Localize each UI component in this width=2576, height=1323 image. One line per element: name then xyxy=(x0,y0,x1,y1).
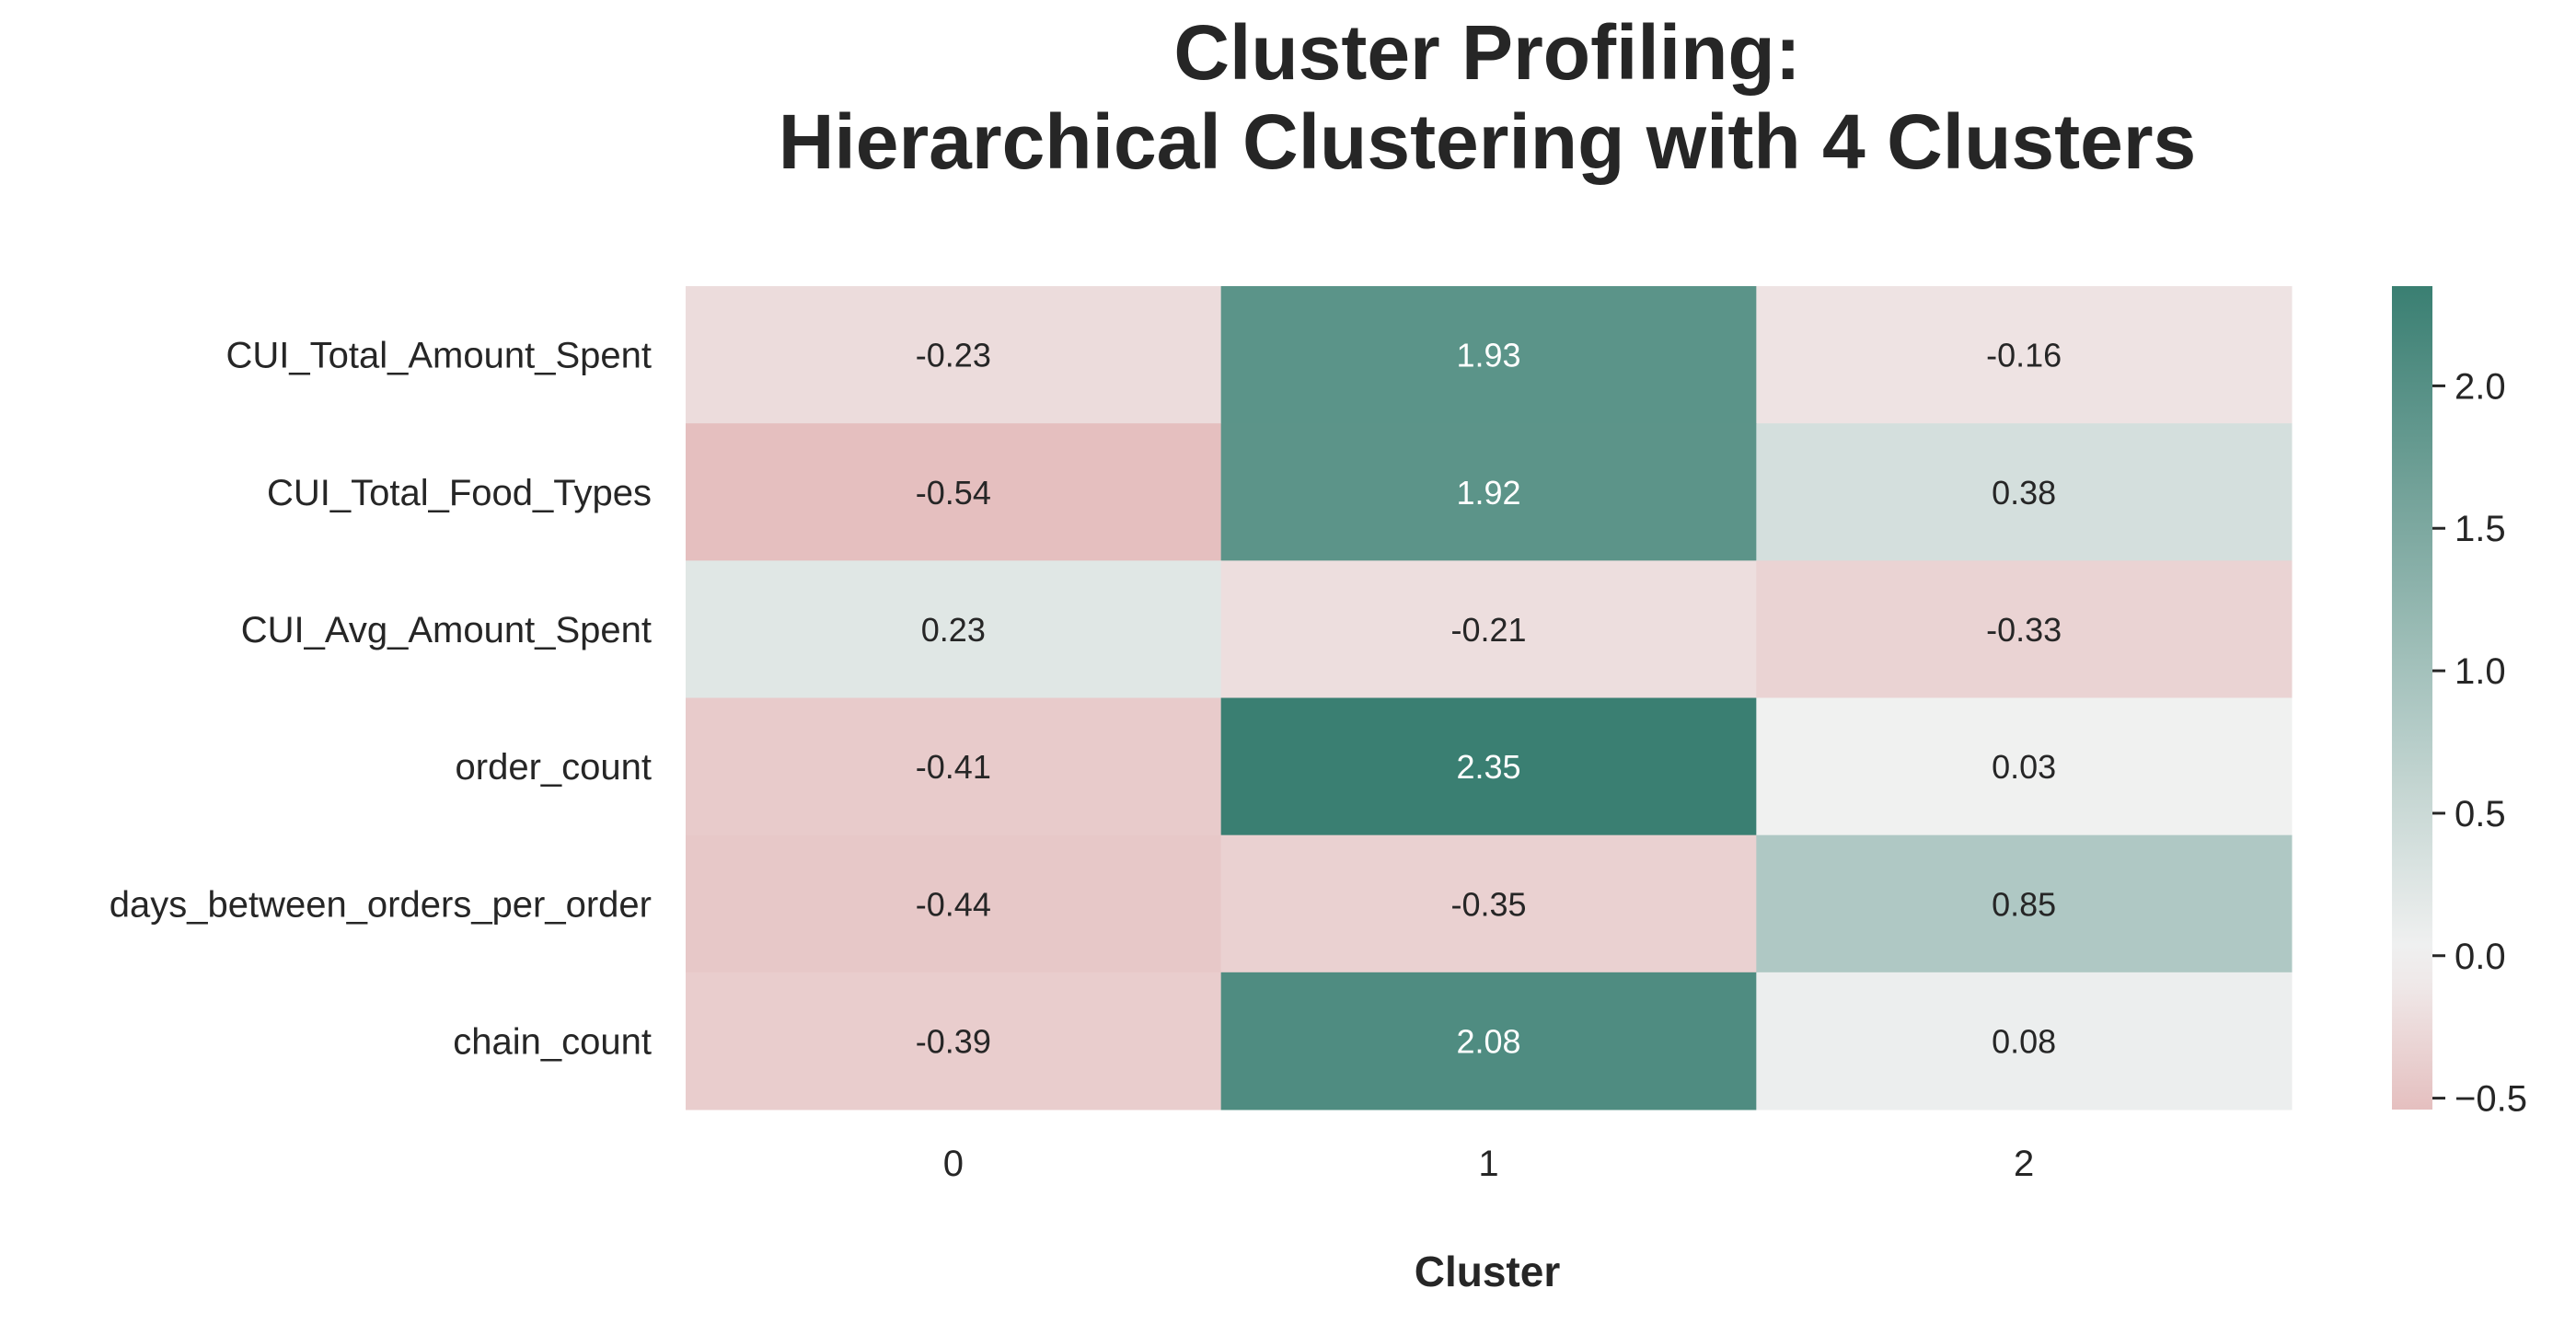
cell-value-label: -0.39 xyxy=(916,1022,991,1060)
cell-value-label: 2.35 xyxy=(1456,748,1520,786)
colorbar-tick-label: 2.0 xyxy=(2455,366,2506,407)
heatmap-cell xyxy=(1220,834,1757,973)
cell-value-label: -0.21 xyxy=(1450,611,1526,649)
cell-value-label: 1.93 xyxy=(1456,337,1520,374)
heatmap-cell xyxy=(1220,560,1757,698)
colorbar-tick-label: 0.5 xyxy=(2455,794,2506,834)
colorbar-tick-label: 0.0 xyxy=(2455,937,2506,977)
heatmap-cell xyxy=(1220,286,1757,424)
cell-value-label: 2.08 xyxy=(1456,1022,1520,1060)
chart-title-line: Hierarchical Clustering with 4 Clusters xyxy=(779,98,2196,185)
column-label: 2 xyxy=(2014,1144,2034,1184)
colorbar-tick-label: −0.5 xyxy=(2455,1079,2527,1120)
colorbar: −0.5 0.0 0.5 1.0 1.5 2.0 xyxy=(2392,286,2527,1120)
heatmap-cell xyxy=(686,697,1222,836)
chart-title-line: Cluster Profiling: xyxy=(1173,9,1800,96)
cell-value-label: 0.08 xyxy=(1992,1022,2056,1060)
heatmap-cell xyxy=(686,834,1222,973)
row-label: CUI_Total_Food_Types xyxy=(267,473,652,513)
heatmap-cell xyxy=(1756,972,2293,1110)
cell-value-label: 0.03 xyxy=(1992,748,2056,786)
row-label: order_count xyxy=(456,747,652,788)
column-label: 0 xyxy=(943,1144,964,1184)
cell-value-label: -0.16 xyxy=(1986,337,2062,374)
cell-value-label: -0.35 xyxy=(1450,885,1526,923)
heatmap-cell xyxy=(686,423,1222,561)
cell-value-label: -0.44 xyxy=(916,885,991,923)
colorbar-gradient xyxy=(2392,286,2432,1110)
cell-value-label: -0.33 xyxy=(1986,611,2062,649)
cell-value-label: 0.38 xyxy=(1992,474,2056,512)
row-labels: CUI_Total_Amount_Spent CUI_Total_Food_Typ… xyxy=(110,336,652,1063)
cell-value-label: -0.23 xyxy=(916,337,991,374)
row-label: CUI_Avg_Amount_Spent xyxy=(241,610,652,650)
heatmap-cell xyxy=(1220,972,1757,1110)
heatmap-cell xyxy=(1756,423,2293,561)
row-label: CUI_Total_Amount_Spent xyxy=(226,336,653,376)
x-axis-label: Cluster xyxy=(1415,1248,1561,1295)
row-label: days_between_orders_per_order xyxy=(110,884,652,925)
cell-value-label: 0.85 xyxy=(1992,885,2056,923)
cell-value-label: 1.92 xyxy=(1456,474,1520,512)
column-label: 1 xyxy=(1478,1144,1498,1184)
heatmap-cell xyxy=(1756,286,2293,424)
row-label: chain_count xyxy=(453,1021,652,1062)
heatmap-cell xyxy=(1756,834,2293,973)
heatmap-cell xyxy=(686,286,1222,424)
column-labels: 0 1 2 xyxy=(943,1144,2035,1184)
heatmap-cell xyxy=(1756,560,2293,698)
heatmap-cell xyxy=(1220,697,1757,836)
colorbar-tick-label: 1.0 xyxy=(2455,651,2506,692)
cell-value-label: 0.23 xyxy=(921,611,986,649)
heatmap-cell xyxy=(1220,423,1757,561)
cell-value-label: -0.41 xyxy=(916,748,991,786)
heatmap-cell xyxy=(686,560,1222,698)
heatmap-cell xyxy=(686,972,1222,1110)
heatmap-cells: -0.23 1.93 -0.16 -0.54 1.92 0.38 0.23 -0.21 -0.3… xyxy=(686,286,2293,1110)
colorbar-tick-label: 1.5 xyxy=(2455,509,2506,549)
heatmap-cell xyxy=(1756,697,2293,836)
chart-title: Cluster Profiling:Hierarchical Clusterin… xyxy=(779,9,2196,185)
cell-value-label: -0.54 xyxy=(916,474,991,512)
